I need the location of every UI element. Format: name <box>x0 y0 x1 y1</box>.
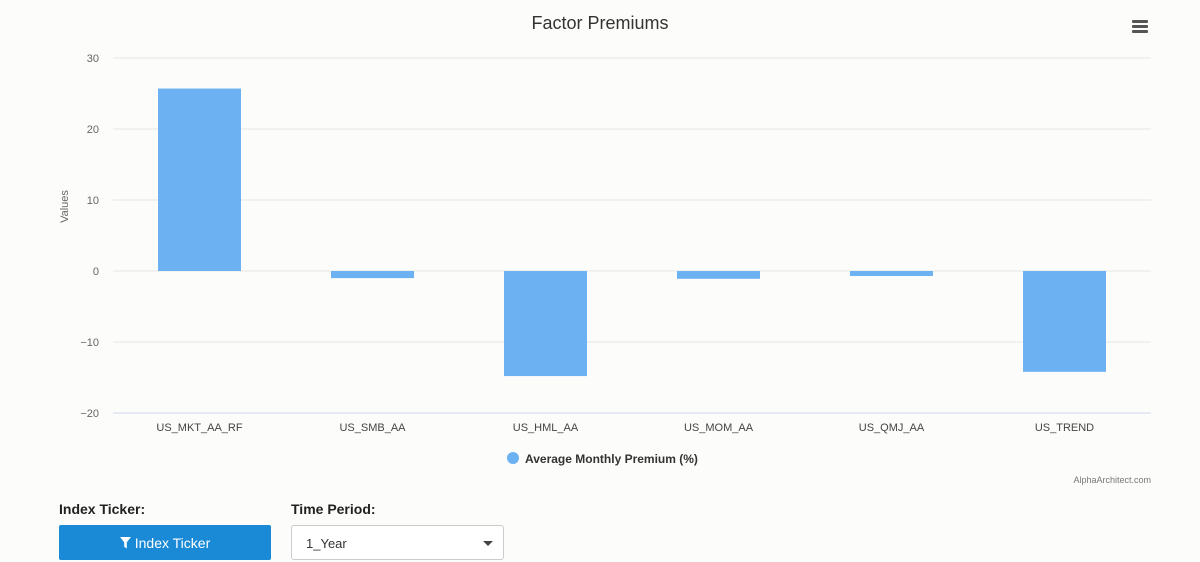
x-tick-label: US_SMB_AA <box>339 422 406 434</box>
time-period-select[interactable]: 1_Year <box>291 525 504 560</box>
bar-us_mkt_aa_rf[interactable] <box>158 88 241 271</box>
y-tick-label: 20 <box>87 124 99 136</box>
index-ticker-button-label: Index Ticker <box>134 534 211 551</box>
bar-us_hml_aa[interactable] <box>504 271 587 377</box>
caret-down-icon <box>483 541 493 546</box>
y-axis-title: Values <box>59 190 71 223</box>
x-tick-label: US_HML_AA <box>513 422 579 434</box>
chart-container: Factor Premiums 30 20 10 0 −10 −20 Values US_MKT… <box>59 13 1152 485</box>
time-period-label: Time Period: <box>291 501 376 517</box>
bar-us_smb_aa[interactable] <box>331 271 414 279</box>
x-tick-label: US_QMJ_AA <box>859 422 925 434</box>
time-period-value: 1_Year <box>306 536 347 551</box>
x-tick-label: US_MKT_AA_RF <box>156 422 242 434</box>
index-ticker-button[interactable]: Index Ticker <box>59 525 271 560</box>
filter-icon <box>119 536 131 548</box>
y-tick-label: 30 <box>87 53 99 65</box>
y-tick-label: −20 <box>80 408 99 420</box>
bar-us_qmj_aa[interactable] <box>850 271 933 276</box>
bar-us_trend[interactable] <box>1023 271 1106 372</box>
bar-us_mom_aa[interactable] <box>677 271 760 279</box>
index-ticker-label: Index Ticker: <box>59 501 146 517</box>
chart-credits-link[interactable]: AlphaArchitect.com <box>1073 475 1151 485</box>
x-tick-label: US_TREND <box>1035 422 1094 434</box>
chart-menu-icon[interactable] <box>1128 18 1152 38</box>
legend-item-label[interactable]: Average Monthly Premium (%) <box>525 452 698 466</box>
chart-title: Factor Premiums <box>531 13 668 33</box>
x-tick-label: US_MOM_AA <box>684 422 754 434</box>
y-tick-label: 0 <box>93 266 99 278</box>
y-tick-label: 10 <box>87 195 99 207</box>
factor-premiums-chart: Factor Premiums 30 20 10 0 −10 −20 Values US_MKT… <box>59 13 1151 485</box>
legend-marker <box>507 452 519 464</box>
y-tick-label: −10 <box>80 337 99 349</box>
